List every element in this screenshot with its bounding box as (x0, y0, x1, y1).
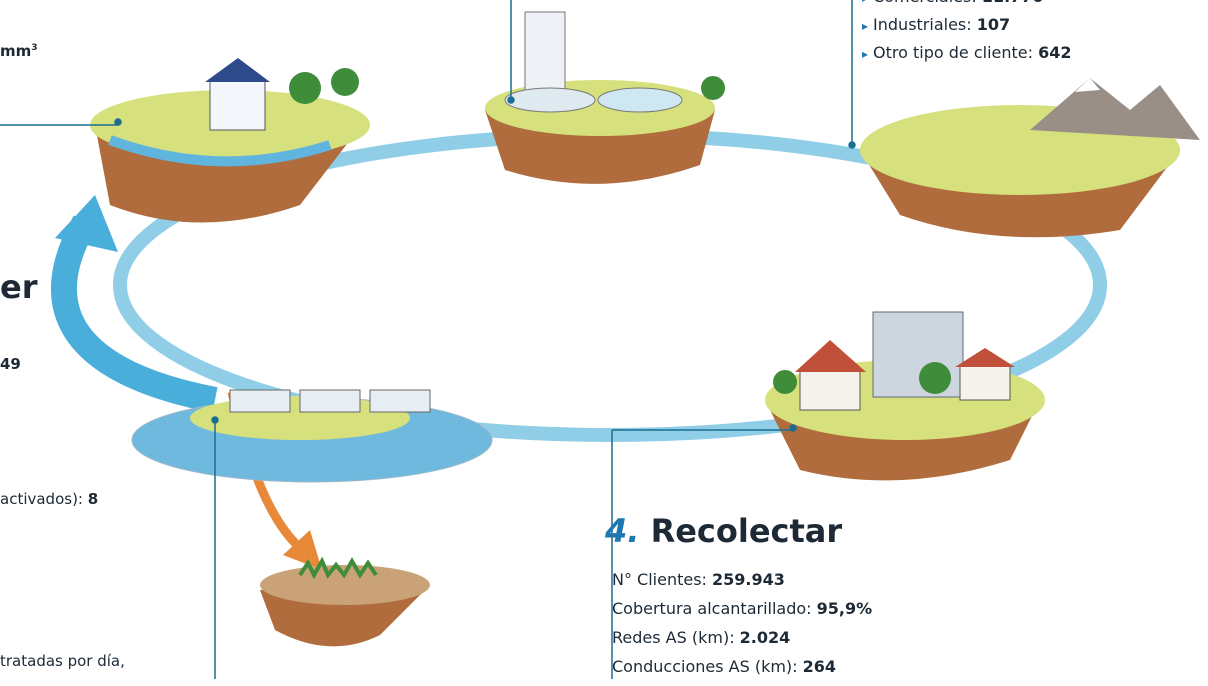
section-heading: 4. Recolectar (605, 512, 842, 550)
stat-value: 49 (0, 355, 21, 373)
list-item: Industriales: 107 (862, 15, 1072, 43)
stat-line: activados): 8 (0, 490, 98, 508)
island-sludge (260, 561, 430, 646)
island-treatment (485, 12, 725, 184)
list-item: N° Clientes: 259.943 (612, 570, 872, 599)
item-value: 264 (803, 657, 836, 676)
item-value: 95,9% (817, 599, 873, 618)
item-value: 11.770 (982, 0, 1044, 6)
section-heading: er (0, 268, 37, 306)
illustration (0, 0, 1208, 679)
unit-text: mm3 (0, 42, 38, 60)
list-item: Cobertura alcantarillado: 95,9% (612, 599, 872, 628)
list-item: Comerciales: 11.770 (862, 0, 1072, 15)
item-label: Otro tipo de cliente: (873, 43, 1038, 62)
item-value: 2.024 (740, 628, 791, 647)
page: {"panels": { "produce": {"unit": "mm", "… (0, 0, 1208, 679)
list-item: Conducciones AS (km): 264 (612, 657, 872, 686)
stat-line: tratadas por día, (0, 652, 125, 670)
item-label: Industriales: (873, 15, 977, 34)
item-value: 642 (1038, 43, 1071, 62)
item-label: Comerciales: (873, 0, 982, 6)
item-label: N° Clientes: (612, 570, 712, 589)
item-value: 259.943 (712, 570, 785, 589)
clients-list: Comerciales: 11.770Industriales: 107Otro… (862, 0, 1072, 71)
item-label: Conducciones AS (km): (612, 657, 803, 676)
island-distribution (860, 78, 1200, 237)
item-label: Redes AS (km): (612, 628, 740, 647)
item-label: Cobertura alcantarillado: (612, 599, 817, 618)
list-item: Redes AS (km): 2.024 (612, 628, 872, 657)
item-value: 107 (977, 15, 1010, 34)
island-city (765, 312, 1045, 480)
list-item: Otro tipo de cliente: 642 (862, 43, 1072, 71)
island-capture (90, 58, 370, 223)
